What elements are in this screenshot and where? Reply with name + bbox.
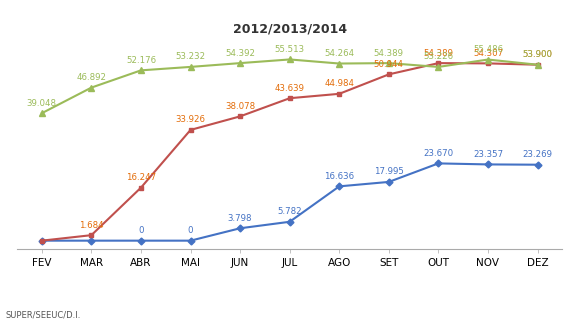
Text: 54.392: 54.392 bbox=[225, 48, 255, 57]
2014 bbox=[286, 57, 293, 61]
2012 bbox=[336, 184, 343, 188]
Line: 2013: 2013 bbox=[39, 61, 540, 243]
Text: 0: 0 bbox=[188, 226, 193, 235]
2014 bbox=[534, 63, 541, 67]
Line: 2014: 2014 bbox=[39, 56, 541, 116]
2013 bbox=[187, 128, 194, 132]
2013 bbox=[386, 72, 392, 76]
2012 bbox=[88, 239, 95, 242]
2012 bbox=[286, 220, 293, 224]
Text: 54.389: 54.389 bbox=[423, 48, 453, 57]
Text: 54.307: 54.307 bbox=[473, 49, 503, 58]
2014 bbox=[336, 62, 343, 65]
2014 bbox=[386, 61, 392, 65]
Line: 2012: 2012 bbox=[39, 161, 540, 243]
2012 bbox=[485, 162, 491, 166]
Text: 55.486: 55.486 bbox=[473, 45, 503, 54]
2013 bbox=[137, 186, 144, 189]
2014 bbox=[237, 61, 244, 65]
Text: 46.892: 46.892 bbox=[77, 73, 106, 82]
2014 bbox=[435, 65, 442, 69]
Text: 53.900: 53.900 bbox=[523, 50, 553, 59]
2014 bbox=[137, 69, 144, 72]
2013 bbox=[485, 62, 491, 65]
Text: 33.926: 33.926 bbox=[176, 115, 206, 124]
Text: SUPER/SEEUC/D.I.: SUPER/SEEUC/D.I. bbox=[6, 310, 81, 319]
Text: 54.389: 54.389 bbox=[374, 48, 404, 57]
Text: 23.357: 23.357 bbox=[473, 150, 503, 159]
2012 bbox=[187, 239, 194, 242]
2014 bbox=[485, 58, 491, 62]
2012 bbox=[39, 239, 45, 242]
2013 bbox=[534, 63, 541, 67]
2012 bbox=[435, 161, 442, 165]
Text: 44.984: 44.984 bbox=[324, 79, 354, 88]
Text: 54.264: 54.264 bbox=[324, 49, 354, 58]
Text: 52.176: 52.176 bbox=[126, 56, 156, 65]
2014 bbox=[39, 111, 45, 115]
Text: 1.684: 1.684 bbox=[79, 221, 104, 230]
Text: 16.247: 16.247 bbox=[126, 173, 156, 182]
Text: 3.798: 3.798 bbox=[228, 214, 252, 223]
Text: 38.078: 38.078 bbox=[225, 102, 255, 111]
2012 bbox=[237, 226, 244, 230]
Text: 16.636: 16.636 bbox=[324, 172, 354, 181]
Text: 53.900: 53.900 bbox=[523, 50, 553, 59]
2012 bbox=[534, 163, 541, 167]
Title: 2012/2013/2014: 2012/2013/2014 bbox=[233, 23, 346, 36]
Text: 55.513: 55.513 bbox=[274, 45, 305, 54]
Text: 17.995: 17.995 bbox=[374, 167, 404, 176]
2013 bbox=[286, 96, 293, 100]
2014 bbox=[88, 86, 95, 90]
Text: 53.226: 53.226 bbox=[423, 52, 453, 61]
Text: 43.639: 43.639 bbox=[275, 84, 304, 93]
2013 bbox=[39, 239, 45, 242]
Text: 5.782: 5.782 bbox=[277, 207, 302, 216]
Text: 0: 0 bbox=[138, 226, 144, 235]
2012 bbox=[137, 239, 144, 242]
Text: 23.670: 23.670 bbox=[423, 149, 453, 158]
2013 bbox=[336, 92, 343, 96]
2014 bbox=[187, 65, 194, 69]
2013 bbox=[435, 61, 442, 65]
Text: 53.232: 53.232 bbox=[176, 52, 206, 61]
Text: 50.944: 50.944 bbox=[374, 60, 404, 69]
2013 bbox=[88, 233, 95, 237]
2012 bbox=[386, 180, 392, 184]
2013 bbox=[237, 115, 244, 118]
Text: 39.048: 39.048 bbox=[27, 99, 57, 108]
Text: 23.269: 23.269 bbox=[523, 150, 553, 159]
